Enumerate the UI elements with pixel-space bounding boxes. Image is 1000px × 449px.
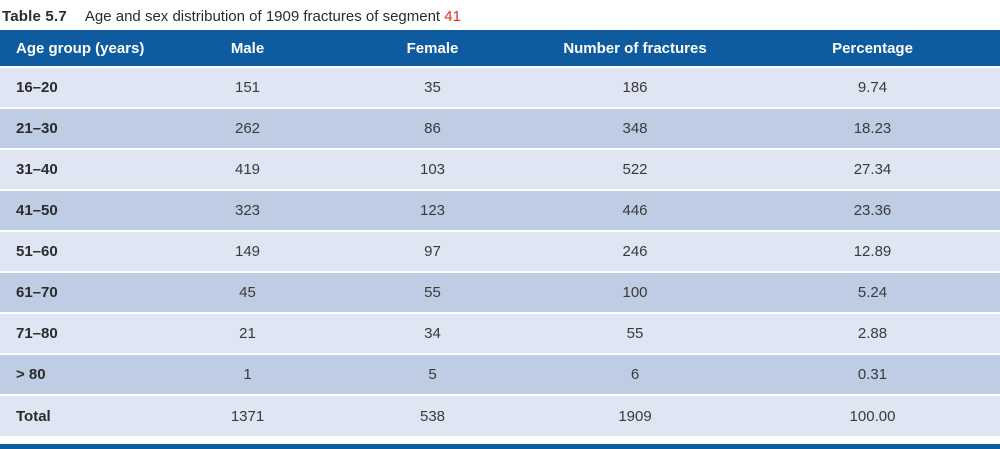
column-header: Age group (years) <box>0 30 155 67</box>
value-cell: 246 <box>525 230 745 272</box>
value-cell: 45 <box>155 271 340 313</box>
value-cell: 6 <box>525 353 745 395</box>
table-caption-segment-number: 41 <box>444 7 461 25</box>
table-row: 61–70 45 55 100 5.24 <box>0 271 1000 313</box>
value-cell: 100.00 <box>745 394 1000 436</box>
value-cell: 151 <box>155 66 340 108</box>
table-row: 16–20 151 35 186 9.74 <box>0 66 1000 108</box>
value-cell: 1 <box>155 353 340 395</box>
table-row: Total 1371 538 1909 100.00 <box>0 394 1000 436</box>
row-label-cell: 41–50 <box>0 189 155 231</box>
header-row: Age group (years) Male Female Number of fra… <box>0 30 1000 67</box>
row-label-cell: 21–30 <box>0 107 155 149</box>
value-cell: 0.31 <box>745 353 1000 395</box>
table-row: 51–60 149 97 246 12.89 <box>0 230 1000 272</box>
value-cell: 522 <box>525 148 745 190</box>
table-row: > 80 1 5 6 0.31 <box>0 353 1000 395</box>
value-cell: 55 <box>340 271 525 313</box>
value-cell: 27.34 <box>745 148 1000 190</box>
value-cell: 21 <box>155 312 340 354</box>
table-caption-text: Age and sex distribution of 1909 fractur… <box>84 7 445 25</box>
value-cell: 348 <box>525 107 745 149</box>
row-label-cell: 71–80 <box>0 312 155 354</box>
row-label-cell: 61–70 <box>0 271 155 313</box>
table-row: 41–50 323 123 446 23.36 <box>0 189 1000 231</box>
row-label-cell: > 80 <box>0 353 155 395</box>
value-cell: 186 <box>525 66 745 108</box>
value-cell: 323 <box>155 189 340 231</box>
row-label-cell: 31–40 <box>0 148 155 190</box>
table-bottom-rule <box>0 444 1000 449</box>
value-cell: 86 <box>340 107 525 149</box>
table-row: 21–30 262 86 348 18.23 <box>0 107 1000 149</box>
table-body: 16–20 151 35 186 9.74 21–30 262 86 348 18.23 31–40… <box>0 66 1000 436</box>
value-cell: 262 <box>155 107 340 149</box>
value-cell: 97 <box>340 230 525 272</box>
table-caption-number: Table 5.7 <box>2 7 67 25</box>
value-cell: 123 <box>340 189 525 231</box>
value-cell: 100 <box>525 271 745 313</box>
value-cell: 419 <box>155 148 340 190</box>
table-caption: Table 5.7 Age and sex distribution of 190… <box>0 0 1000 30</box>
column-header: Number of fractures <box>525 30 745 67</box>
value-cell: 55 <box>525 312 745 354</box>
value-cell: 1909 <box>525 394 745 436</box>
value-cell: 35 <box>340 66 525 108</box>
value-cell: 12.89 <box>745 230 1000 272</box>
value-cell: 5 <box>340 353 525 395</box>
age-sex-distribution-table: Age group (years) Male Female Number of fra… <box>0 30 1000 436</box>
value-cell: 1371 <box>155 394 340 436</box>
value-cell: 18.23 <box>745 107 1000 149</box>
value-cell: 2.88 <box>745 312 1000 354</box>
value-cell: 538 <box>340 394 525 436</box>
row-label-cell: Total <box>0 394 155 436</box>
table-row: 71–80 21 34 55 2.88 <box>0 312 1000 354</box>
value-cell: 9.74 <box>745 66 1000 108</box>
column-header: Male <box>155 30 340 67</box>
value-cell: 34 <box>340 312 525 354</box>
value-cell: 103 <box>340 148 525 190</box>
value-cell: 446 <box>525 189 745 231</box>
table-header: Age group (years) Male Female Number of fra… <box>0 30 1000 67</box>
column-header: Percentage <box>745 30 1000 67</box>
value-cell: 149 <box>155 230 340 272</box>
value-cell: 5.24 <box>745 271 1000 313</box>
column-header: Female <box>340 30 525 67</box>
row-label-cell: 51–60 <box>0 230 155 272</box>
table-row: 31–40 419 103 522 27.34 <box>0 148 1000 190</box>
value-cell: 23.36 <box>745 189 1000 231</box>
row-label-cell: 16–20 <box>0 66 155 108</box>
